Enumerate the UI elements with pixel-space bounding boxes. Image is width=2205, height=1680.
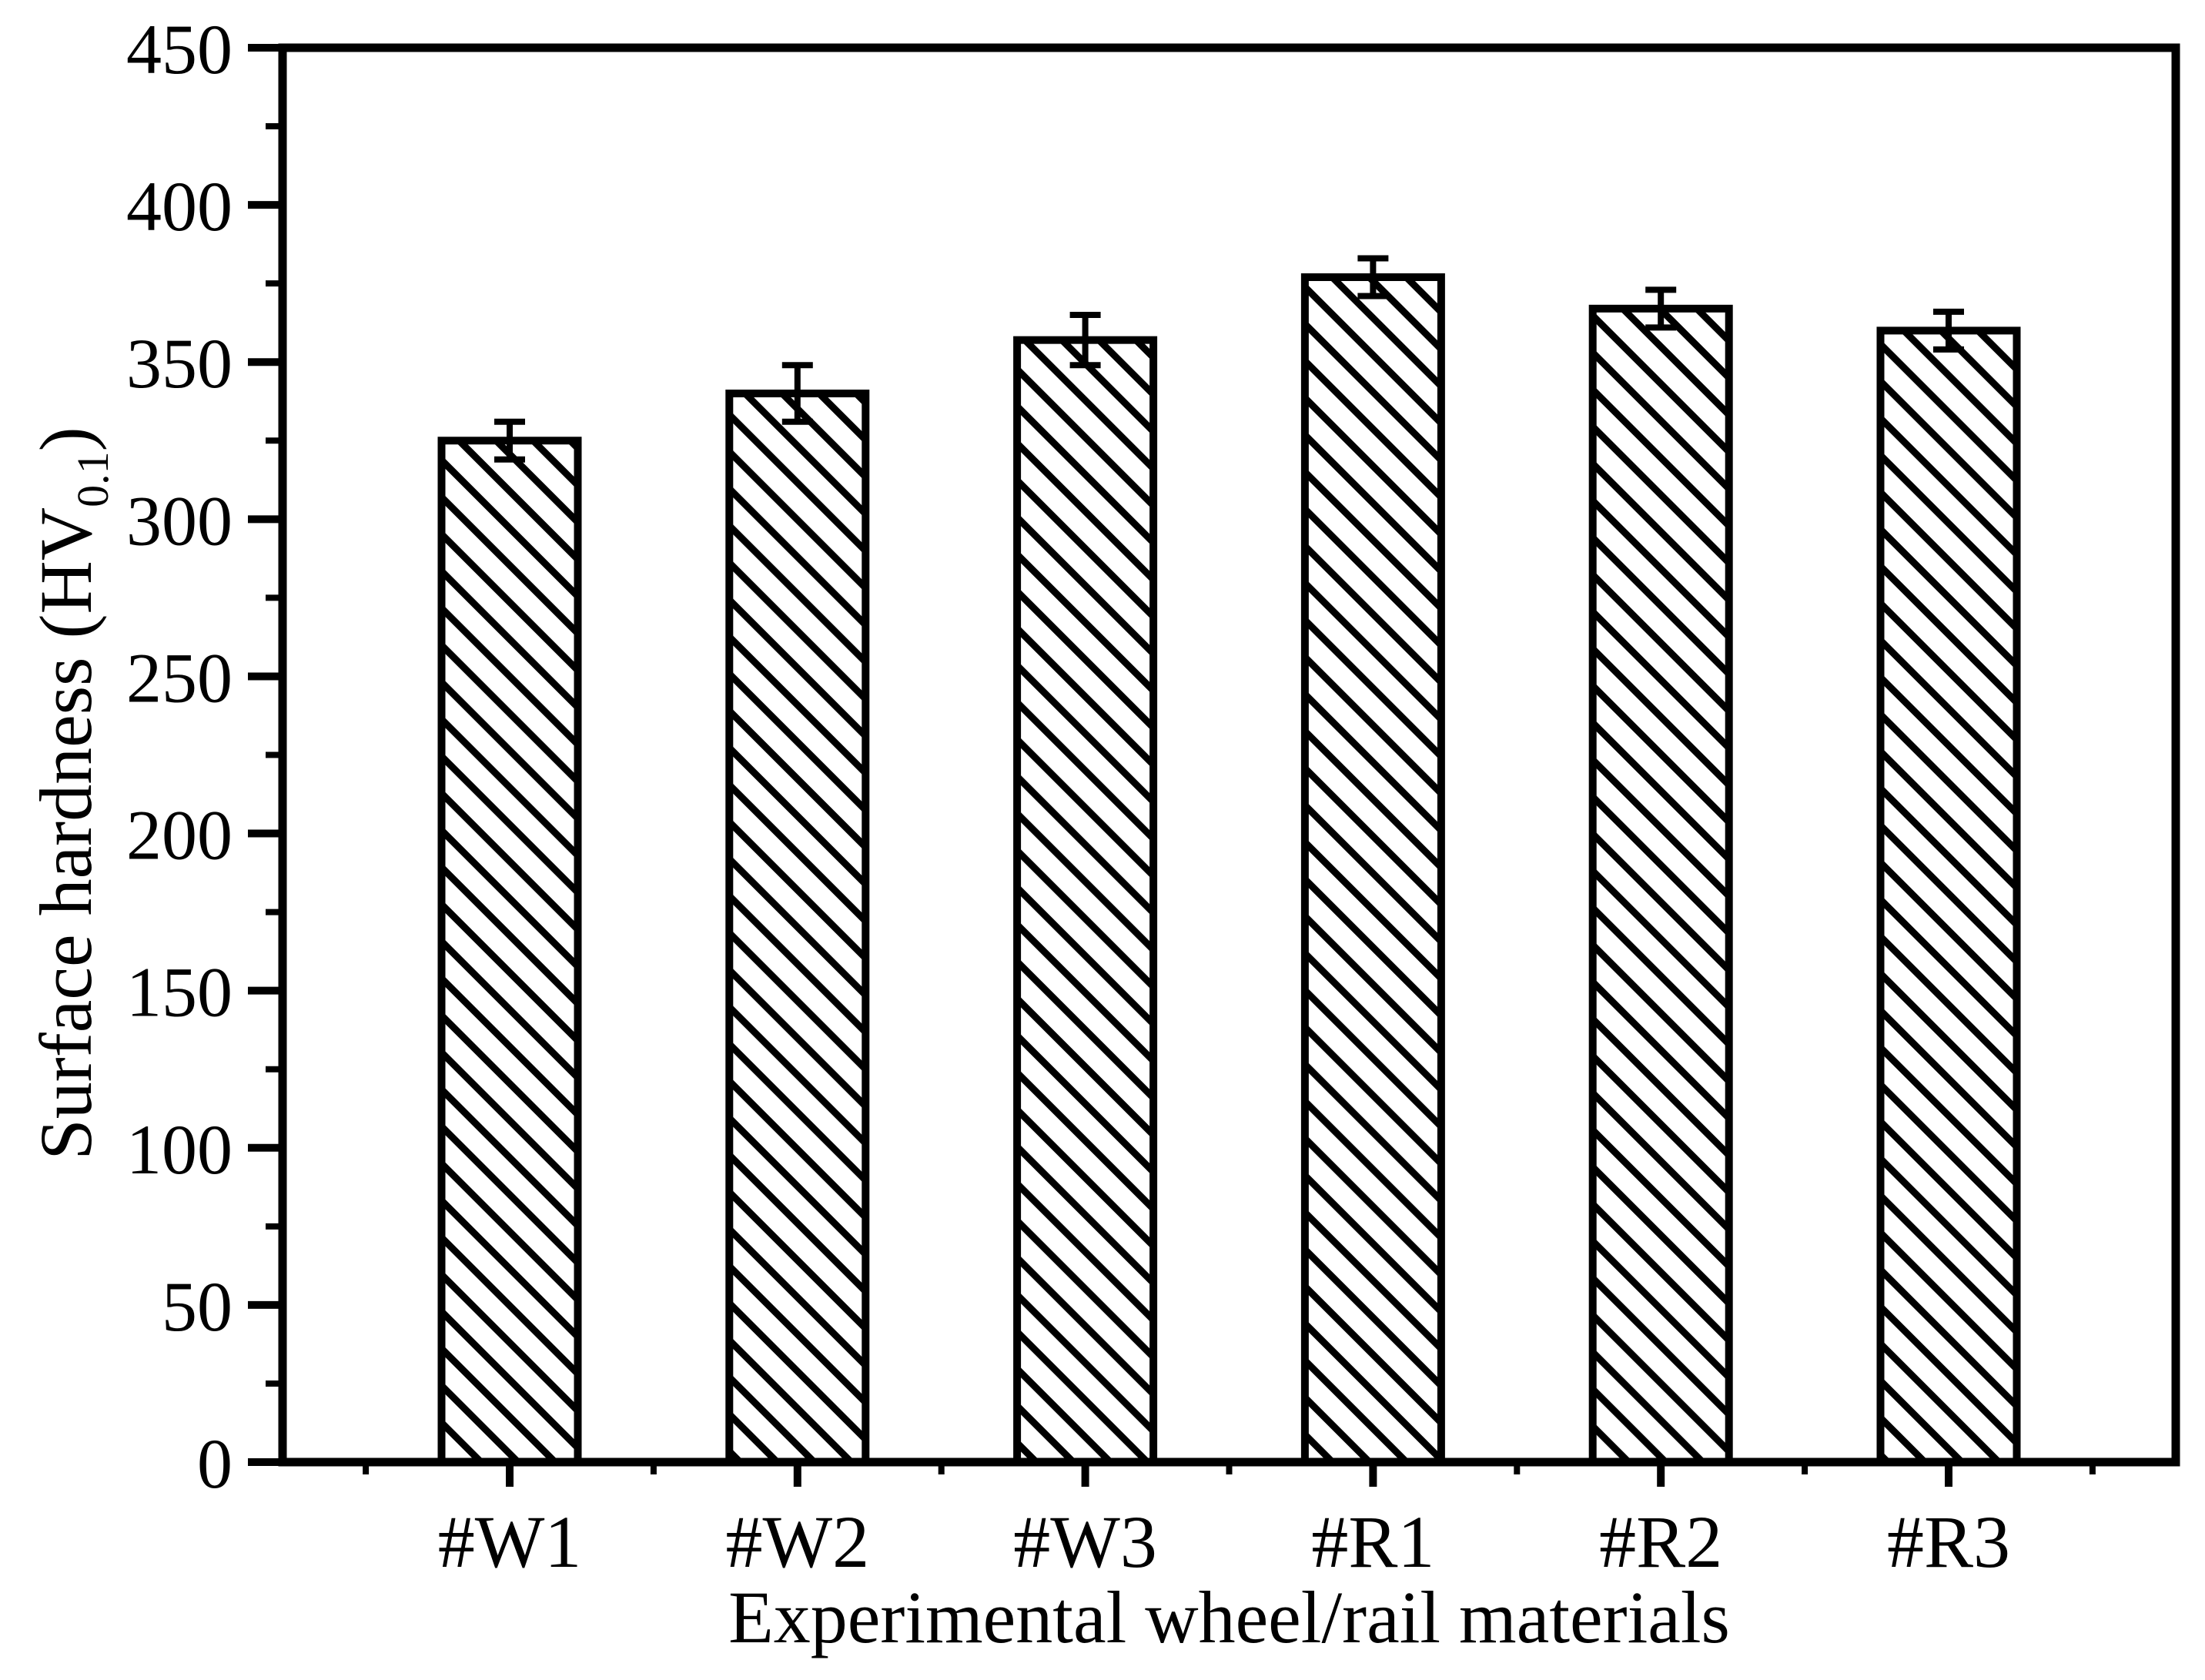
error-bar-W1 (494, 418, 525, 463)
y-tick-label: 350 (126, 324, 233, 403)
x-tick-label: #W1 (438, 1501, 582, 1583)
bar-R3 (1876, 326, 2021, 1466)
y-tick-label: 100 (126, 1110, 233, 1189)
y-tick-label: 200 (126, 796, 233, 875)
y-axis-title-subscript: 0.1 (68, 451, 118, 507)
bar-R1 (1300, 273, 1445, 1467)
y-tick-label: 400 (126, 167, 233, 246)
y-axis-title-close-paren: ) (25, 427, 107, 451)
y-tick-label: 150 (126, 953, 233, 1032)
bar-W3 (1013, 336, 1158, 1467)
x-axis-title: Experimental wheel/rail materials (728, 1576, 1730, 1658)
error-bar-W2 (781, 362, 813, 425)
x-tick-label: #W3 (1013, 1501, 1157, 1583)
x-tick-label: #R2 (1599, 1501, 1722, 1583)
y-tick-label: 50 (162, 1267, 233, 1346)
x-tick-label: #W2 (725, 1501, 869, 1583)
bar-W2 (725, 390, 870, 1466)
bar-R2 (1588, 304, 1733, 1466)
y-axis-title: Surface hardness (HV0.1) (25, 427, 118, 1160)
y-tick-label: 300 (126, 481, 233, 560)
error-bar-R2 (1645, 286, 1677, 331)
bar-W1 (437, 437, 582, 1466)
y-tick-label: 450 (126, 10, 233, 89)
x-tick-label: #R3 (1887, 1501, 2010, 1583)
y-tick-label: 0 (197, 1424, 233, 1503)
y-axis-title-main: Surface hardness (HV (25, 507, 107, 1160)
x-tick-label: #R1 (1311, 1501, 1434, 1583)
error-bar-W3 (1069, 311, 1101, 369)
error-bar-R3 (1933, 308, 1964, 353)
y-tick-label: 250 (126, 638, 233, 717)
error-bar-R1 (1357, 255, 1389, 300)
